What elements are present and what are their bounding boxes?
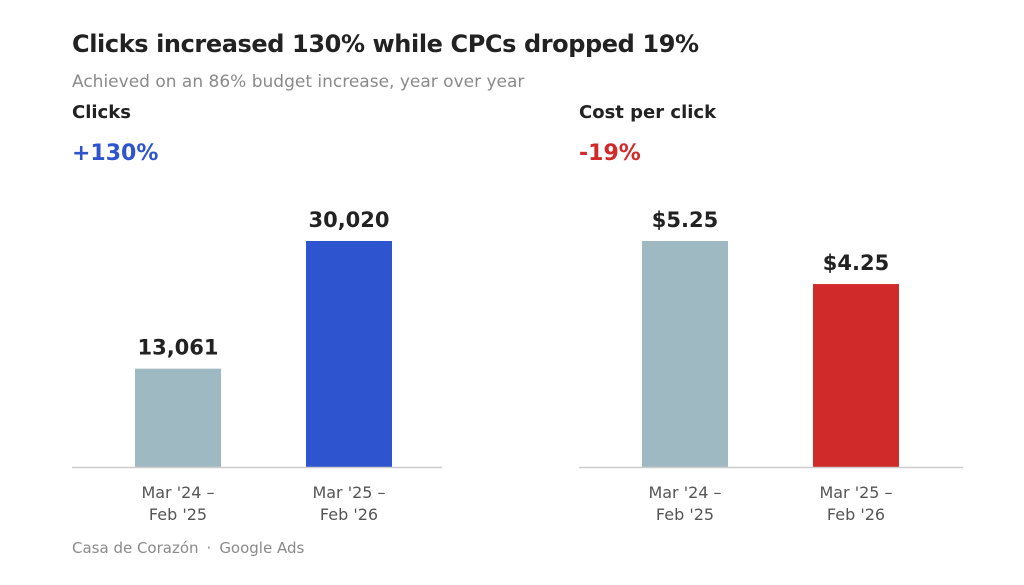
clicks-bar-1 <box>135 368 221 467</box>
cpc-bar-2 <box>813 284 899 467</box>
chart-title: Clicks increased 130% while CPCs dropped… <box>72 30 699 58</box>
cpc-value-label-1: $5.25 <box>652 208 718 232</box>
cpc-category-label-1-line-2: Feb '25 <box>656 505 714 524</box>
clicks-bar-2 <box>306 241 392 467</box>
cpc-change-label: -19% <box>579 141 641 166</box>
clicks-value-label-1: 13,061 <box>137 336 218 360</box>
clicks-value-label-2: 30,020 <box>308 208 389 232</box>
clicks-category-label-2-line-2: Feb '26 <box>320 505 378 524</box>
clicks-panel-title: Clicks <box>72 102 131 123</box>
cpc-category-label-2-line-2: Feb '26 <box>827 505 885 524</box>
cpc-value-label-2: $4.25 <box>823 251 889 275</box>
cpc-bar-1 <box>642 241 728 467</box>
footer-platform: Google Ads <box>219 539 305 557</box>
cpc-category-label-1-line-1: Mar '24 – <box>648 483 721 502</box>
footer: Casa de Corazón · Google Ads <box>72 539 304 557</box>
clicks-category-label-1-line-1: Mar '24 – <box>141 483 214 502</box>
clicks-category-label-2-line-1: Mar '25 – <box>312 483 385 502</box>
cpc-category-label-2-line-1: Mar '25 – <box>819 483 892 502</box>
footer-source: Casa de Corazón <box>72 539 199 557</box>
clicks-category-label-1-line-2: Feb '25 <box>149 505 207 524</box>
chart-subtitle: Achieved on an 86% budget increase, year… <box>72 72 525 92</box>
footer-separator: · <box>206 539 212 557</box>
clicks-change-label: +130% <box>72 141 159 166</box>
cpc-panel-title: Cost per click <box>579 102 717 123</box>
